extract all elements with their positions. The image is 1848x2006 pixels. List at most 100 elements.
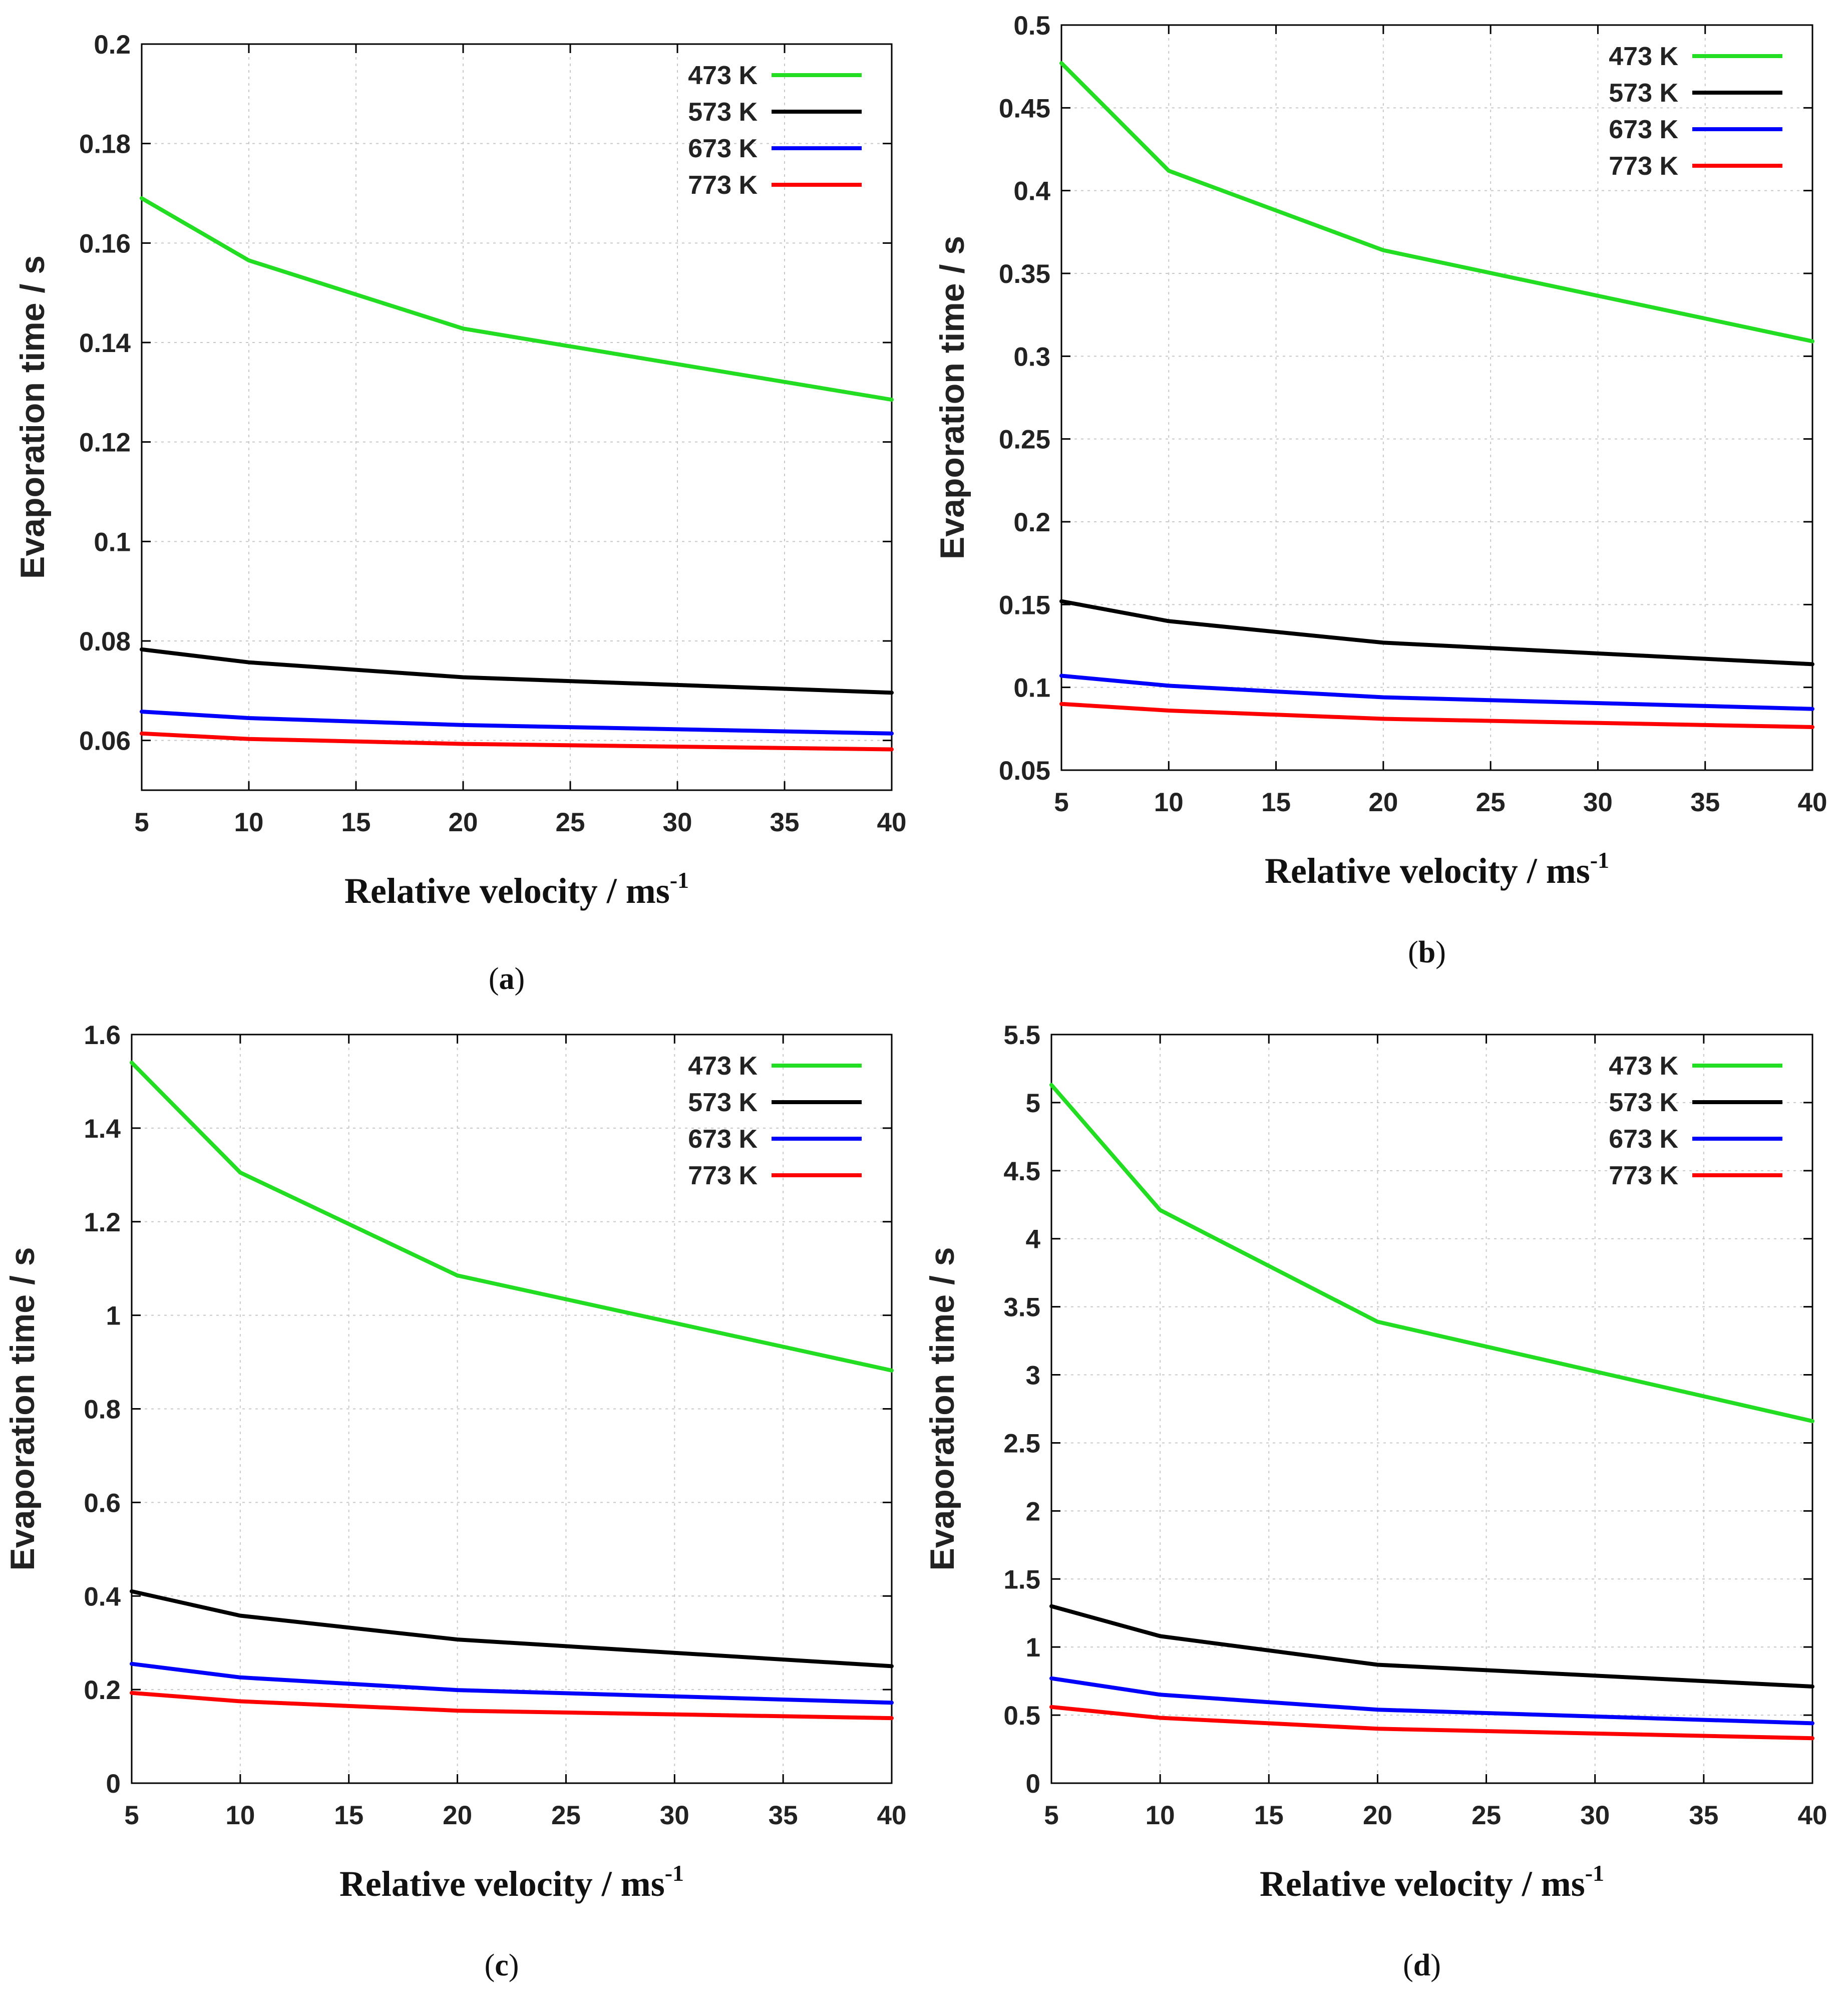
x-tick-label: 40	[877, 808, 907, 837]
x-axis-label-text: Relative velocity / ms	[339, 1864, 665, 1904]
y-axis-label: Evaporation time / s	[4, 1247, 42, 1570]
x-axis-label-text: Relative velocity / ms	[1265, 851, 1590, 891]
series-line-773k	[130, 1691, 894, 1721]
x-tick-label: 10	[1146, 1801, 1175, 1830]
y-tick-label: 0.12	[79, 428, 131, 458]
legend-label: 773 K	[1609, 152, 1678, 181]
x-tick-label: 5	[1044, 1801, 1058, 1830]
x-tick-label: 15	[341, 808, 371, 837]
y-tick-label: 1.5	[1003, 1565, 1040, 1594]
y-tick-label: 0.4	[1013, 177, 1050, 206]
legend-label: 473 K	[1609, 42, 1678, 71]
y-tick-label: 3	[1026, 1361, 1040, 1391]
y-tick-label: 0.8	[84, 1395, 121, 1425]
series-line-573k	[1049, 1604, 1814, 1689]
x-tick-label: 35	[769, 1801, 798, 1830]
x-tick-label: 5	[124, 1801, 139, 1830]
panel-caption: (d)	[1403, 1948, 1441, 1982]
panel-caption-letter: a	[499, 962, 515, 996]
y-tick-label: 1	[106, 1301, 121, 1331]
y-tick-label: 0.14	[79, 328, 131, 358]
y-tick-label: 1	[1026, 1633, 1040, 1662]
y-tick-label: 0.35	[999, 259, 1050, 289]
x-tick-label: 10	[234, 808, 264, 837]
y-tick-label: 0.1	[1013, 674, 1050, 703]
y-tick-label: 0.18	[79, 130, 131, 159]
series-line-473k	[140, 196, 894, 402]
y-tick-label: 0.15	[999, 590, 1050, 620]
y-tick-label: 4.5	[1003, 1157, 1040, 1186]
legend-label: 573 K	[1609, 79, 1678, 108]
panel-caption: (a)	[489, 962, 525, 996]
legend-label: 573 K	[1609, 1088, 1678, 1117]
chart-panel-a: 5 10 15 20 25 30 35 40 0.06 0.08 0.1 0.12 0.14 0.16 0.…	[14, 30, 906, 996]
legend-label: 473 K	[688, 61, 758, 90]
series-line-773k	[140, 731, 894, 752]
x-axis-label-text: Relative velocity / ms	[1260, 1864, 1585, 1904]
y-tick-label: 0.3	[1013, 342, 1050, 372]
y-tick-label: 0.5	[1003, 1701, 1040, 1731]
x-tick-label: 25	[556, 808, 585, 837]
x-tick-label: 25	[1476, 788, 1506, 817]
x-tick-label: 35	[1689, 1801, 1718, 1830]
x-tick-label: 15	[334, 1801, 363, 1830]
y-axis-label: Evaporation time / s	[14, 255, 52, 579]
series-line-673k	[140, 710, 894, 736]
panel-caption-letter: d	[1413, 1948, 1430, 1982]
x-tick-label: 30	[663, 808, 692, 837]
series-line-673k	[1059, 674, 1814, 711]
y-tick-label: 0.16	[79, 229, 131, 258]
x-tick-label: 10	[1154, 788, 1184, 817]
x-axis-label-text: Relative velocity / ms	[344, 871, 670, 911]
x-tick-label: 25	[551, 1801, 581, 1830]
x-tick-label: 15	[1254, 1801, 1284, 1830]
series-line-773k	[1059, 702, 1814, 729]
series-line-573k	[140, 647, 894, 695]
series-line-573k	[130, 1589, 894, 1668]
y-tick-label: 0	[106, 1769, 121, 1799]
y-tick-label: 1.4	[84, 1114, 121, 1144]
y-tick-label: 0.08	[79, 627, 131, 656]
x-axis-label-superscript: -1	[1590, 847, 1609, 873]
y-tick-label: 1.6	[84, 1021, 121, 1050]
y-tick-label: 0.6	[84, 1488, 121, 1518]
panel-caption: (c)	[485, 1948, 519, 1982]
y-tick-label: 0.2	[84, 1676, 121, 1705]
legend-label: 573 K	[688, 1088, 758, 1117]
series-line-773k	[1049, 1705, 1814, 1741]
x-tick-label: 30	[1580, 1801, 1610, 1830]
x-axis-label: Relative velocity / ms-1	[339, 1860, 684, 1904]
y-tick-label: 3.5	[1003, 1293, 1040, 1322]
x-tick-label: 40	[1798, 788, 1827, 817]
y-tick-label: 0.06	[79, 727, 131, 756]
y-tick-label: 0.45	[999, 94, 1050, 123]
panel-caption-letter: c	[495, 1948, 509, 1982]
y-tick-label: 0.2	[94, 30, 131, 60]
y-tick-label: 0.25	[999, 425, 1050, 455]
x-tick-label: 40	[1798, 1801, 1827, 1830]
y-tick-label: 1.2	[84, 1208, 121, 1237]
x-tick-label: 5	[134, 808, 149, 837]
plot-frame	[141, 43, 893, 791]
series-line-473k	[130, 1061, 894, 1373]
x-tick-label: 30	[660, 1801, 689, 1830]
series-line-573k	[1059, 599, 1814, 666]
x-tick-label: 20	[1363, 1801, 1392, 1830]
legend-label: 673 K	[688, 1125, 758, 1154]
series-line-473k	[1049, 1083, 1814, 1423]
x-axis-label-superscript: -1	[665, 1860, 684, 1886]
panel-caption: (b)	[1408, 935, 1446, 969]
x-tick-label: 20	[443, 1801, 472, 1830]
x-tick-label: 20	[1368, 788, 1398, 817]
legend-label: 773 K	[1609, 1161, 1678, 1190]
series-line-673k	[130, 1661, 894, 1705]
y-tick-label: 5	[1026, 1089, 1040, 1118]
chart-panel-c: 5 10 15 20 25 30 35 40 0 0.2 0.4 0.6 0.8 1 1.2 1.4 1.6 47…	[4, 1021, 906, 1982]
x-tick-label: 10	[225, 1801, 255, 1830]
legend-label: 773 K	[688, 171, 758, 200]
series-line-673k	[1049, 1676, 1814, 1726]
x-axis-label: Relative velocity / ms-1	[344, 867, 689, 911]
y-tick-label: 0	[1026, 1769, 1040, 1799]
x-tick-label: 5	[1054, 788, 1068, 817]
